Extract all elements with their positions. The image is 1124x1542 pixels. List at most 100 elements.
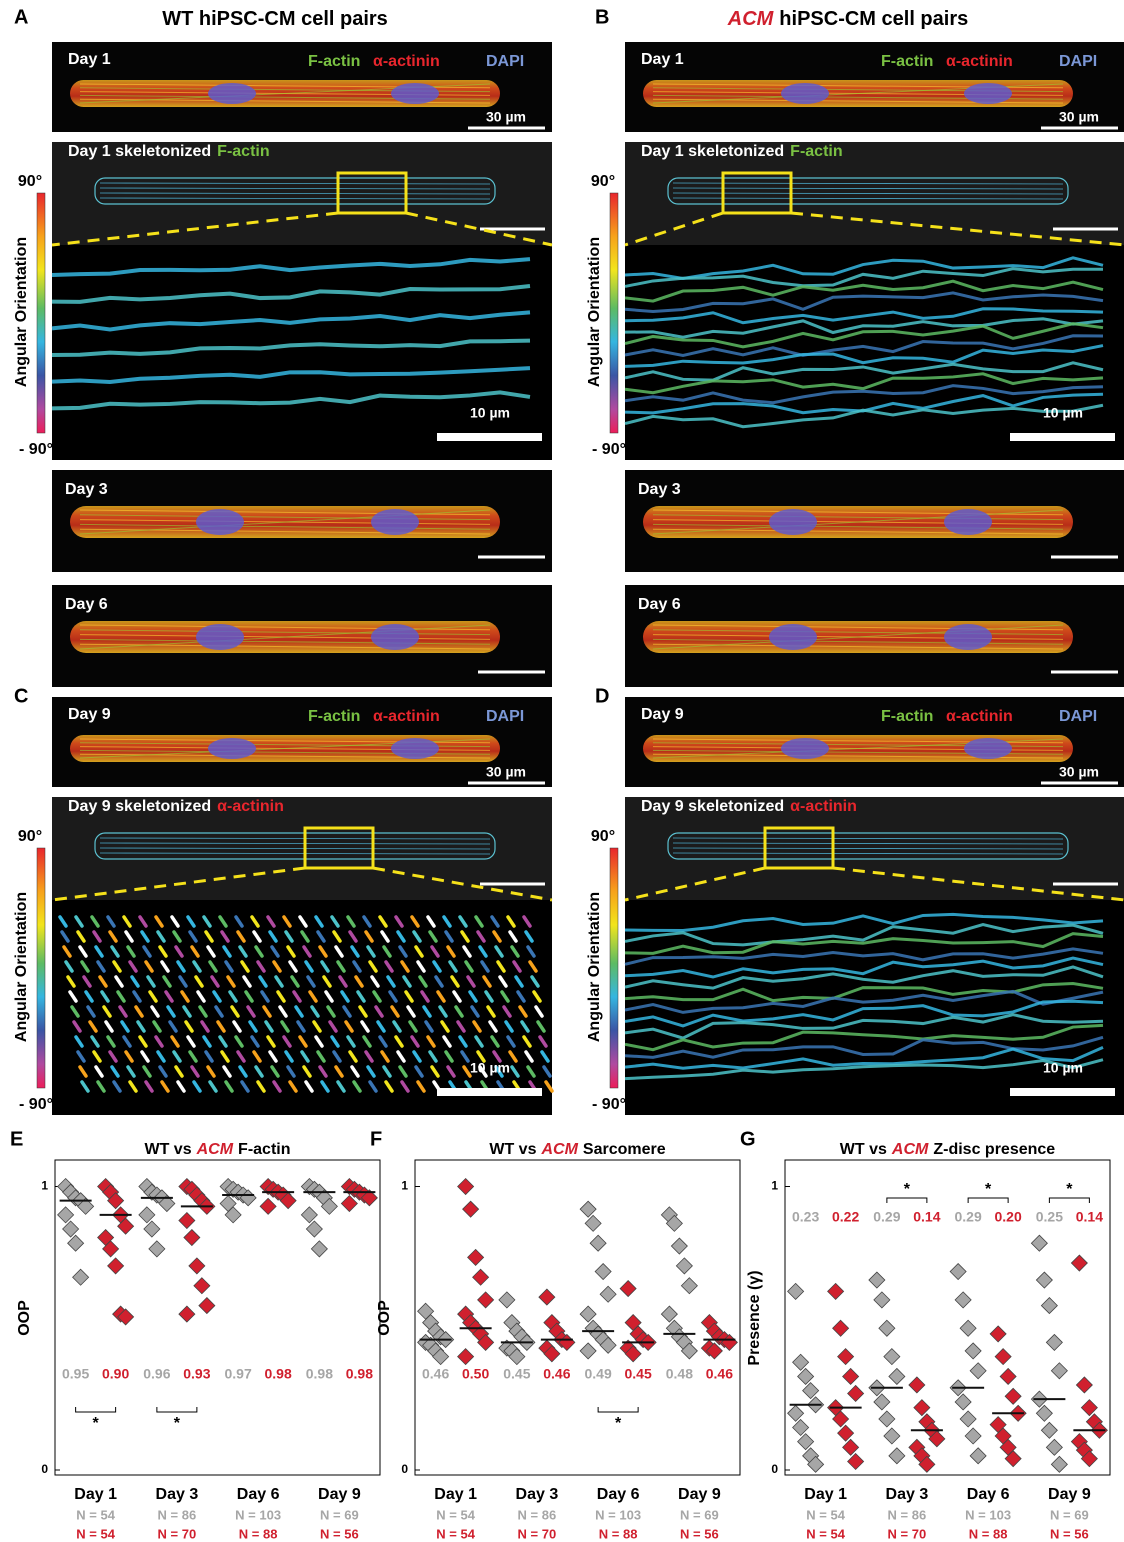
- value-label: 0.14: [913, 1209, 940, 1225]
- value-label: 0.22: [832, 1209, 859, 1225]
- image-label: Day 1: [68, 51, 111, 68]
- data-point: [468, 1249, 484, 1265]
- colorbar-label: Angular Orientation: [586, 892, 603, 1042]
- data-point: [1005, 1388, 1021, 1404]
- y-axis-label: OOP: [16, 1300, 33, 1336]
- colorbar: [610, 193, 618, 433]
- data-point: [189, 1258, 205, 1274]
- value-label: 0.98: [346, 1366, 373, 1382]
- title-part: ACM: [196, 1141, 234, 1158]
- data-point: [311, 1241, 327, 1257]
- title-part: ACM: [727, 8, 775, 30]
- data-point: [473, 1269, 489, 1285]
- colorbar-max: 90°: [591, 828, 615, 845]
- data-point: [580, 1306, 596, 1322]
- nucleus: [208, 738, 256, 759]
- title-part: WT hiPSC-CM cell pairs: [162, 8, 388, 30]
- stain-label: α-actinin: [946, 708, 1013, 725]
- x-tick-label: Day 9: [1048, 1486, 1091, 1503]
- data-point: [1051, 1363, 1067, 1379]
- panel-letter: A: [14, 6, 28, 28]
- x-tick-label: Day 6: [597, 1486, 640, 1503]
- data-point: [828, 1283, 844, 1299]
- significance-label: *: [615, 1415, 622, 1432]
- nucleus: [208, 83, 256, 104]
- skeleton-label: Day 1 skeletonizedF-actin: [641, 143, 843, 160]
- n-label: N = 54: [436, 1507, 475, 1522]
- colorbar-label: Angular Orientation: [586, 237, 603, 387]
- data-point: [306, 1221, 322, 1237]
- value-label: 0.46: [543, 1366, 570, 1382]
- value-label: 0.23: [792, 1209, 819, 1225]
- y-tick-label: 1: [771, 1179, 778, 1193]
- panel-letter: G: [740, 1128, 756, 1150]
- n-label: N = 69: [680, 1507, 719, 1522]
- data-point: [843, 1439, 859, 1455]
- y-tick-label: 0: [401, 1462, 408, 1476]
- panel-letter: C: [14, 685, 28, 707]
- data-point: [848, 1385, 864, 1401]
- data-point: [879, 1411, 895, 1427]
- x-tick-label: Day 3: [156, 1486, 199, 1503]
- colorbar-label: Angular Orientation: [13, 237, 30, 387]
- data-point: [184, 1230, 200, 1246]
- significance-bracket: [1049, 1198, 1089, 1203]
- data-point: [676, 1258, 692, 1274]
- data-point: [838, 1349, 854, 1365]
- nucleus: [196, 509, 244, 535]
- significance-bracket: [968, 1198, 1008, 1203]
- data-point: [803, 1383, 819, 1399]
- n-label: N = 69: [320, 1507, 359, 1522]
- colorbar-min: - 90°: [19, 1096, 53, 1113]
- data-point: [874, 1292, 890, 1308]
- data-point: [341, 1196, 357, 1212]
- stain-label: F-actin: [308, 53, 360, 70]
- nucleus: [371, 624, 419, 650]
- data-point: [63, 1221, 79, 1237]
- skeleton-stain: α-actinin: [217, 798, 284, 815]
- y-axis-label: OOP: [376, 1300, 393, 1336]
- data-point: [788, 1405, 804, 1421]
- title-part: WT vs: [840, 1141, 887, 1158]
- scale-label: 30 µm: [1059, 109, 1099, 125]
- data-point: [194, 1278, 210, 1294]
- skeleton-label: Day 9 skeletonizedα-actinin: [68, 798, 284, 815]
- n-label: N = 70: [888, 1526, 927, 1541]
- x-tick-label: Day 6: [967, 1486, 1010, 1503]
- colorbar: [37, 193, 45, 433]
- x-tick-label: Day 9: [678, 1486, 721, 1503]
- nucleus: [944, 624, 992, 650]
- scale-label: 10 µm: [470, 1060, 510, 1076]
- stain-label: DAPI: [486, 53, 524, 70]
- value-label: 0.45: [625, 1366, 652, 1382]
- data-point: [539, 1289, 555, 1305]
- data-point: [1081, 1400, 1097, 1416]
- nucleus: [781, 738, 829, 759]
- data-point: [1046, 1334, 1062, 1350]
- nucleus: [769, 509, 817, 535]
- data-point: [793, 1419, 809, 1435]
- data-point: [848, 1453, 864, 1469]
- data-point: [301, 1207, 317, 1223]
- data-point: [463, 1201, 479, 1217]
- n-label: N = 54: [436, 1526, 475, 1541]
- stain-label: DAPI: [486, 708, 524, 725]
- value-label: 0.97: [225, 1366, 252, 1382]
- data-point: [595, 1264, 611, 1280]
- skeleton-stain: α-actinin: [790, 798, 857, 815]
- title-part: ACM: [891, 1141, 929, 1158]
- value-label: 0.50: [462, 1366, 489, 1382]
- panel-letter: D: [595, 685, 609, 707]
- stain-label: DAPI: [1059, 53, 1097, 70]
- data-point: [671, 1238, 687, 1254]
- data-point: [955, 1292, 971, 1308]
- data-point: [884, 1349, 900, 1365]
- panel-letter: F: [370, 1128, 382, 1150]
- image-label: Day 3: [65, 481, 108, 498]
- data-point: [458, 1349, 474, 1365]
- stain-label: α-actinin: [373, 708, 440, 725]
- significance-label: *: [904, 1181, 911, 1198]
- x-tick-label: Day 3: [886, 1486, 929, 1503]
- data-point: [990, 1326, 1006, 1342]
